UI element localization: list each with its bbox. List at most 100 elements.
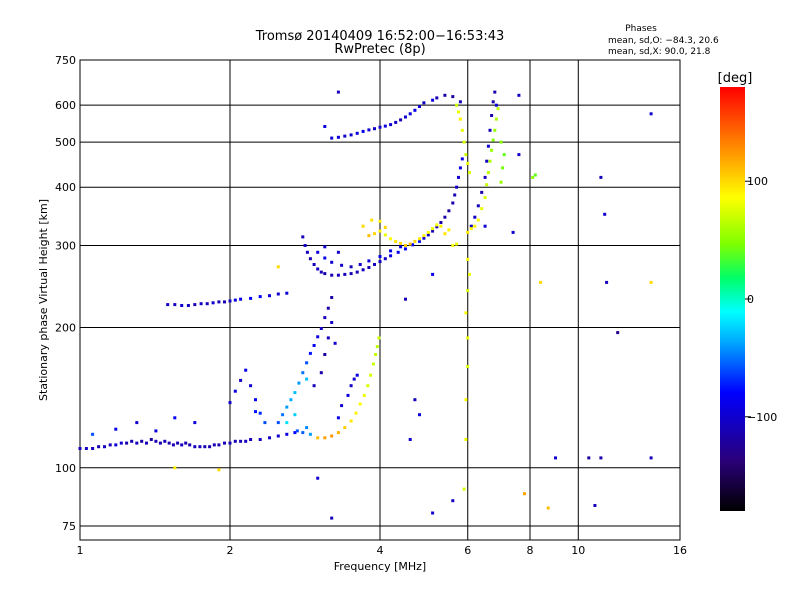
data-point [268,436,271,440]
data-point [319,270,323,274]
data-point [439,224,443,228]
data-point [205,302,209,306]
data-point [460,128,464,132]
data-point [303,244,307,247]
data-point [326,306,330,310]
data-point [163,439,167,443]
data-point [408,242,412,246]
data-point [603,212,607,216]
data-point [149,438,153,441]
data-point [462,487,466,491]
data-point [233,298,237,302]
data-point [480,190,484,194]
data-point [312,384,316,388]
colorbar-tick-label: 0 [747,293,754,306]
data-point [431,227,435,231]
data-point [319,371,323,375]
data-point [249,384,253,388]
data-point [394,239,398,243]
x-tick-label: 10 [571,544,585,557]
data-point [305,361,309,365]
data-point [373,232,376,236]
data-point [293,391,297,395]
data-point [367,266,371,269]
y-tick-label: 300 [55,239,76,252]
data-point [404,297,407,301]
data-point [340,263,344,267]
data-point [228,441,232,445]
data-point [154,439,158,443]
data-point [383,225,387,229]
data-point [413,398,417,402]
data-point [349,384,353,388]
data-point [326,336,330,340]
data-point [330,296,334,299]
data-point [349,419,353,423]
data-point [78,447,82,450]
data-point [466,230,470,234]
data-point [501,166,505,170]
data-point [411,243,415,247]
data-point [336,135,340,139]
data-point [166,303,170,307]
data-point [389,249,393,253]
data-point [84,447,88,450]
data-point [239,439,243,443]
data-point [203,445,207,449]
data-point [97,445,101,449]
data-point [404,115,407,119]
data-point [173,466,177,470]
chart-title: Tromsø 20140409 16:52:00−16:53:43 [255,29,505,44]
data-point [301,371,305,375]
data-point [404,244,407,247]
data-point [355,270,359,274]
data-point [462,140,466,144]
data-point [649,112,653,116]
data-point [517,153,521,157]
data-point [184,441,188,445]
grid-lines [80,59,680,540]
data-point [301,431,305,435]
data-point [469,224,473,228]
data-point [316,436,320,440]
data-point [389,254,393,258]
data-point [244,439,248,443]
colorbar: [deg] 100 0 −100 [718,71,777,511]
x-axis-label: Frequency [MHz] [334,560,426,573]
data-point [523,492,526,496]
data-point [358,263,362,266]
data-point [413,108,417,112]
chart-subtitle: RwPretec (8p) [334,42,425,57]
data-point [108,443,112,447]
data-point [435,225,439,229]
data-point [276,292,280,296]
data-point [464,398,468,402]
y-tick-label: 400 [55,181,76,194]
data-point [212,443,216,447]
data-point [490,114,494,117]
data-point [233,439,237,443]
data-point [375,345,379,349]
x-tick-label: 4 [377,544,384,557]
x-tick-label: 8 [527,544,534,557]
data-point [426,233,430,237]
data-point [312,263,316,266]
data-point [399,241,403,245]
data-point [330,516,334,520]
data-point [418,237,421,241]
data-point [517,93,521,97]
data-point [293,431,297,435]
data-point [431,511,435,515]
data-point [312,344,316,347]
data-point [285,421,289,425]
data-point [404,247,407,251]
data-point [485,183,489,187]
data-point [422,236,426,240]
phase-box-line-x: mean, sd,X: 90.0, 21.8 [608,47,711,57]
data-point [258,411,262,415]
data-point [319,327,323,330]
data-point [254,410,257,414]
data-point [305,250,309,254]
data-point [378,219,382,223]
